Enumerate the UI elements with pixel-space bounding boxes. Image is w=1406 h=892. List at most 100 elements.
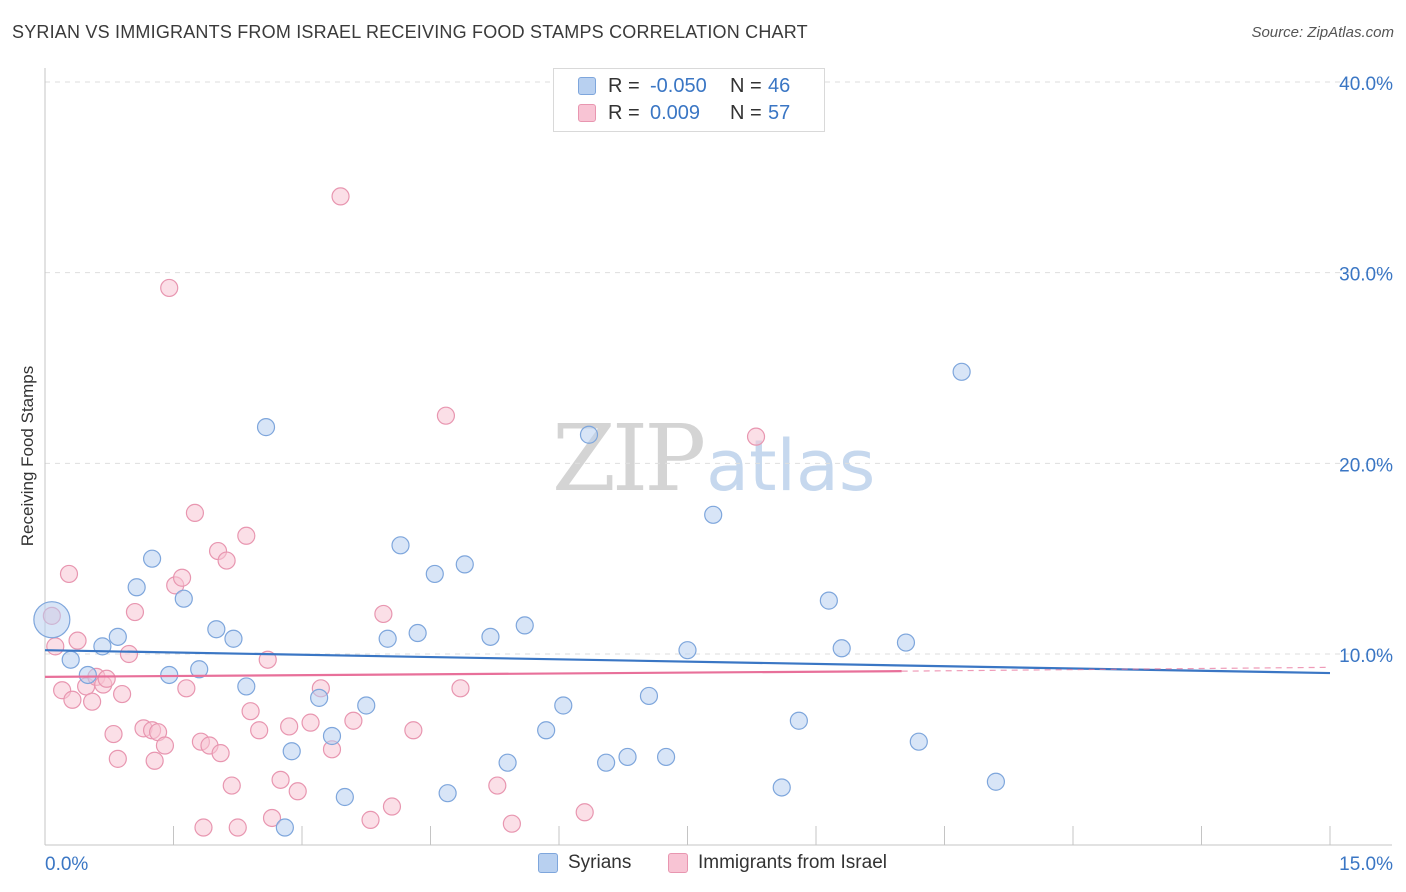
syrian-point: [554, 696, 573, 715]
israel-point: [374, 604, 393, 624]
legend-row-israel: R = 0.009 N = 57: [578, 100, 790, 126]
israel-point: [451, 679, 470, 698]
syrian-point: [224, 629, 243, 648]
israel-point: [119, 644, 139, 664]
israel-point: [488, 776, 507, 795]
syrian-point: [515, 616, 534, 635]
syrian-point: [597, 753, 616, 772]
israel-point: [59, 564, 79, 584]
y-tick-label: 10.0%: [1339, 646, 1393, 667]
syrian-point: [237, 677, 256, 696]
israel-point: [211, 744, 230, 763]
r-label: R =: [608, 101, 640, 124]
israel-point: [222, 776, 241, 795]
israel-point: [172, 568, 192, 587]
israel-legend-label: Immigrants from Israel: [698, 852, 887, 873]
n-label: N =: [730, 101, 762, 124]
syrian-point: [408, 623, 427, 643]
r-label: R =: [608, 74, 640, 97]
israel-point: [288, 782, 307, 801]
y-tick-label: 30.0%: [1339, 265, 1393, 286]
israel-point: [194, 818, 213, 837]
israel-point: [301, 713, 320, 732]
syrian-point: [618, 747, 637, 767]
syrian-point: [61, 650, 80, 669]
israel-point: [382, 797, 402, 816]
israel-point: [63, 690, 82, 709]
israel-point: [68, 631, 87, 650]
syrian-point: [108, 627, 127, 646]
syrian-point: [256, 418, 276, 437]
israel-point: [155, 736, 175, 755]
syrian-point: [275, 818, 294, 837]
israel-trend-line: [44, 670, 902, 678]
israel-trend-extension: [901, 666, 1331, 672]
trend-lines: [44, 649, 1331, 678]
syrian-point: [335, 787, 354, 807]
israel-point: [436, 406, 456, 425]
syrians-swatch: [578, 77, 596, 95]
israel-point: [83, 692, 102, 711]
y-tick-label: 40.0%: [1339, 74, 1393, 95]
israel-point: [104, 724, 123, 744]
syrian-point: [481, 627, 500, 646]
correlation-legend: R = -0.050 N = 46 R = 0.009 N = 57: [553, 68, 825, 132]
syrian-point: [896, 633, 916, 652]
syrian-point: [33, 601, 71, 639]
israel-point: [108, 749, 127, 768]
legend-item-israel[interactable]: Immigrants from Israel: [668, 852, 887, 874]
syrian-point: [832, 639, 851, 658]
y-tick-label: 20.0%: [1339, 455, 1393, 476]
grid-lines: [45, 81, 1392, 655]
israel-point: [145, 751, 164, 770]
syrian-point: [190, 660, 209, 679]
syrian-point: [498, 753, 517, 772]
israel-legend-swatch: [668, 853, 688, 873]
israel-point: [361, 810, 380, 829]
n-value: 46: [768, 74, 791, 97]
syrian-point: [656, 747, 676, 767]
syrian-point: [952, 362, 971, 381]
israel-point: [125, 602, 145, 622]
syrian-point: [142, 549, 162, 568]
syrian-point: [772, 778, 791, 797]
syrian-point: [678, 641, 697, 660]
syrian-point: [819, 591, 838, 610]
axes: [44, 68, 1392, 846]
syrian-point: [639, 686, 659, 706]
israel-point: [241, 702, 260, 721]
syrians-legend-swatch: [538, 853, 558, 873]
legend-item-syrians[interactable]: Syrians: [538, 852, 631, 874]
syrian-point: [909, 732, 928, 751]
n-value: 57: [768, 101, 791, 124]
israel-point: [746, 427, 766, 446]
syrian-point: [704, 505, 723, 524]
syrian-point: [455, 555, 474, 574]
x-tick-label: 15.0%: [1339, 854, 1393, 875]
syrian-point: [425, 564, 444, 584]
israel-point: [404, 721, 423, 740]
israel-point: [280, 717, 299, 736]
syrian-point: [537, 721, 556, 740]
israel-point: [271, 770, 290, 789]
israel-swatch: [578, 104, 596, 122]
israel-point: [112, 684, 132, 704]
israel-point: [46, 637, 65, 656]
syrian-points: [33, 362, 1006, 837]
syrian-point: [174, 589, 193, 608]
r-value: 0.009: [650, 101, 701, 124]
syrian-point: [378, 629, 397, 648]
syrian-point: [127, 578, 146, 597]
n-label: N =: [730, 74, 762, 97]
syrian-point: [579, 425, 599, 444]
syrian-point: [789, 711, 808, 730]
source-credit: Source: ZipAtlas.com: [1251, 24, 1394, 41]
tick-labels: 10.0% 20.0% 30.0% 40.0% 0.0% 15.0%: [45, 74, 1393, 875]
syrian-point: [310, 688, 329, 707]
syrian-point: [282, 742, 301, 761]
syrians-legend-label: Syrians: [568, 852, 632, 873]
israel-point: [160, 278, 179, 298]
israel-point: [237, 526, 256, 545]
syrian-point: [391, 536, 410, 555]
israel-point: [217, 551, 236, 570]
